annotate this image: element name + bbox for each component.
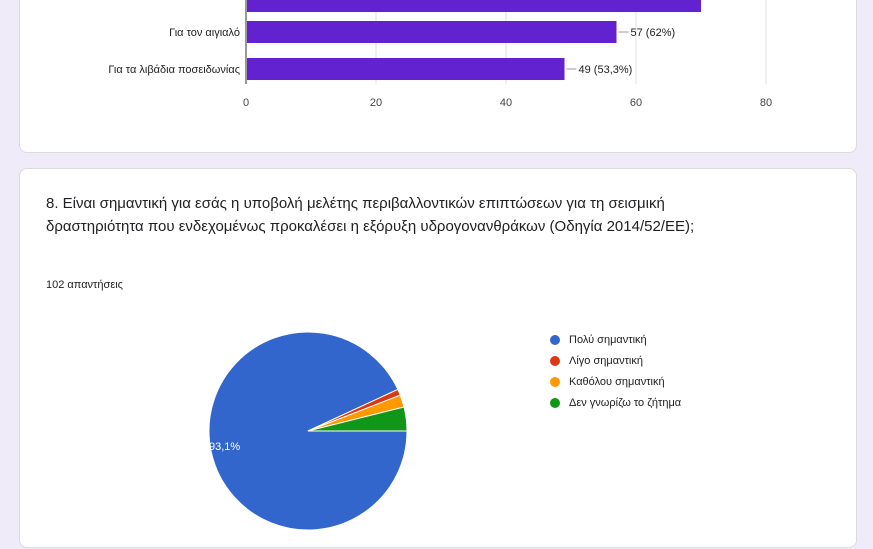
legend-label: Δεν γνωρίζω το ζήτημα: [569, 396, 682, 409]
bar-value-label: 57 (62%): [631, 27, 676, 39]
x-tick-label: 60: [630, 97, 642, 109]
legend-swatch: [550, 397, 560, 408]
x-tick-label: 80: [760, 97, 772, 109]
bar-value-label: 49 (53,3%): [579, 64, 633, 76]
bar-category-label: Για τα λιβάδια ποσειδωνίας: [108, 64, 240, 76]
pie-slice: [307, 406, 408, 432]
legend-label: Καθόλου σημαντική: [569, 375, 665, 388]
pie-legend: Πολύ σημαντική Λίγο σημαντική Καθόλου σημα…: [550, 329, 681, 413]
bar-chart: 0 20 40 60 80 Για τον αιγιαλό 57 (62%) Για τα λ…: [108, 0, 772, 109]
legend-swatch: [550, 376, 560, 387]
bar-chart-card: 0 20 40 60 80 Για τον αιγιαλό 57 (62%) Για τα λ…: [19, 0, 857, 153]
legend-item: Καθόλου σημαντική: [550, 371, 681, 392]
x-tick-label: 0: [243, 97, 249, 109]
legend-swatch: [550, 334, 560, 345]
bar: [247, 0, 701, 12]
question-title: 8. Είναι σημαντική για εσάς η υποβολή με…: [46, 195, 695, 235]
legend-item: Λίγο σημαντική: [550, 350, 681, 371]
legend-item: Πολύ σημαντική: [550, 329, 681, 350]
response-count: 102 απαντήσεις: [46, 279, 123, 291]
legend-swatch: [550, 355, 560, 366]
bar: [247, 21, 617, 43]
bar-category-label: Για τον αιγιαλό: [169, 27, 240, 39]
question-8-card: 8. Είναι σημαντική για εσάς η υποβολή με…: [19, 168, 857, 548]
legend-item: Δεν γνωρίζω το ζήτημα: [550, 392, 681, 413]
pie-chart: 93,1%: [208, 331, 408, 531]
legend-label: Λίγο σημαντική: [569, 354, 643, 367]
x-tick-label: 40: [500, 97, 512, 109]
pie-slice-label: 93,1%: [209, 441, 240, 453]
legend-label: Πολύ σημαντική: [569, 333, 647, 346]
bar: [247, 58, 565, 80]
x-tick-label: 20: [370, 97, 382, 109]
